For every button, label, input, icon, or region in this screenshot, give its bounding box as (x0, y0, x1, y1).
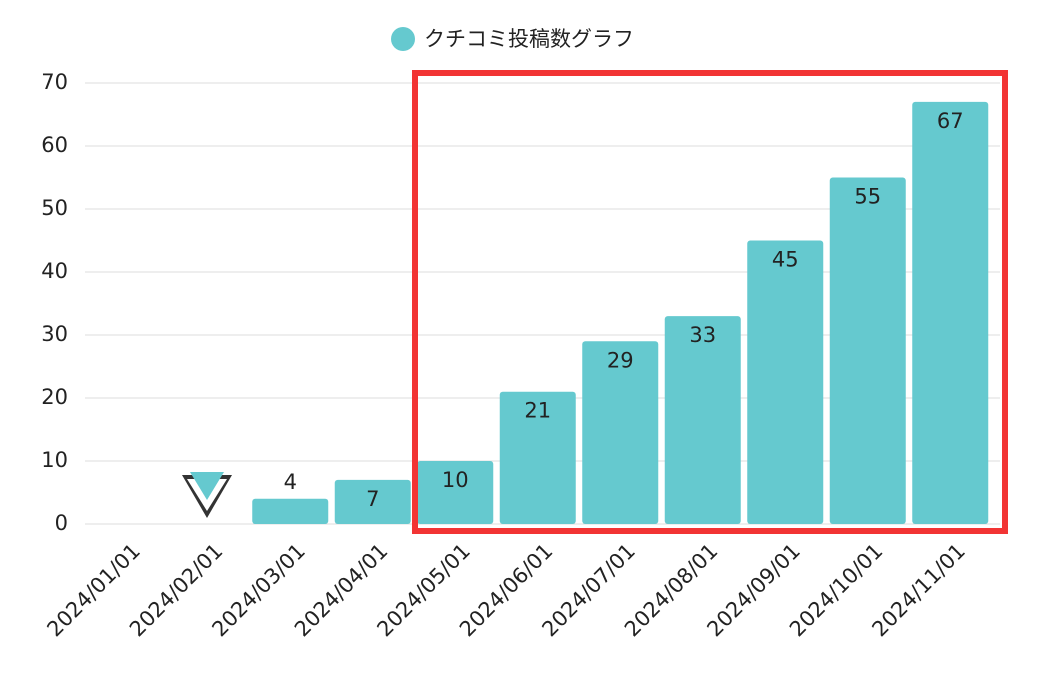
y-tick-label: 40 (41, 259, 68, 283)
y-tick-label: 60 (41, 133, 68, 157)
y-tick-label: 50 (41, 196, 68, 220)
bar (829, 177, 906, 524)
data-label: 7 (366, 487, 379, 511)
y-tick-label: 30 (41, 322, 68, 346)
bar (664, 316, 741, 524)
data-label: 45 (772, 248, 799, 272)
data-label: 4 (284, 470, 297, 494)
data-label: 29 (607, 348, 634, 372)
data-label: 55 (854, 185, 881, 209)
y-tick-label: 10 (41, 448, 68, 472)
y-tick-label: 70 (41, 70, 68, 94)
y-tick-label: 20 (41, 385, 68, 409)
legend-swatch (391, 27, 415, 51)
y-tick-label: 0 (55, 511, 68, 535)
bar (582, 341, 659, 524)
marker-icon (182, 472, 232, 518)
data-label: 33 (689, 323, 716, 347)
data-label: 10 (442, 468, 469, 492)
bar (334, 479, 411, 524)
bar (912, 101, 989, 525)
bar (499, 391, 576, 524)
data-label: 21 (524, 399, 551, 423)
data-label: 67 (937, 109, 964, 133)
bar (417, 461, 494, 524)
bar (252, 498, 329, 524)
legend-label: クチコミ投稿数グラフ (424, 27, 634, 51)
bar (747, 240, 824, 524)
highlight-box (412, 70, 1008, 534)
